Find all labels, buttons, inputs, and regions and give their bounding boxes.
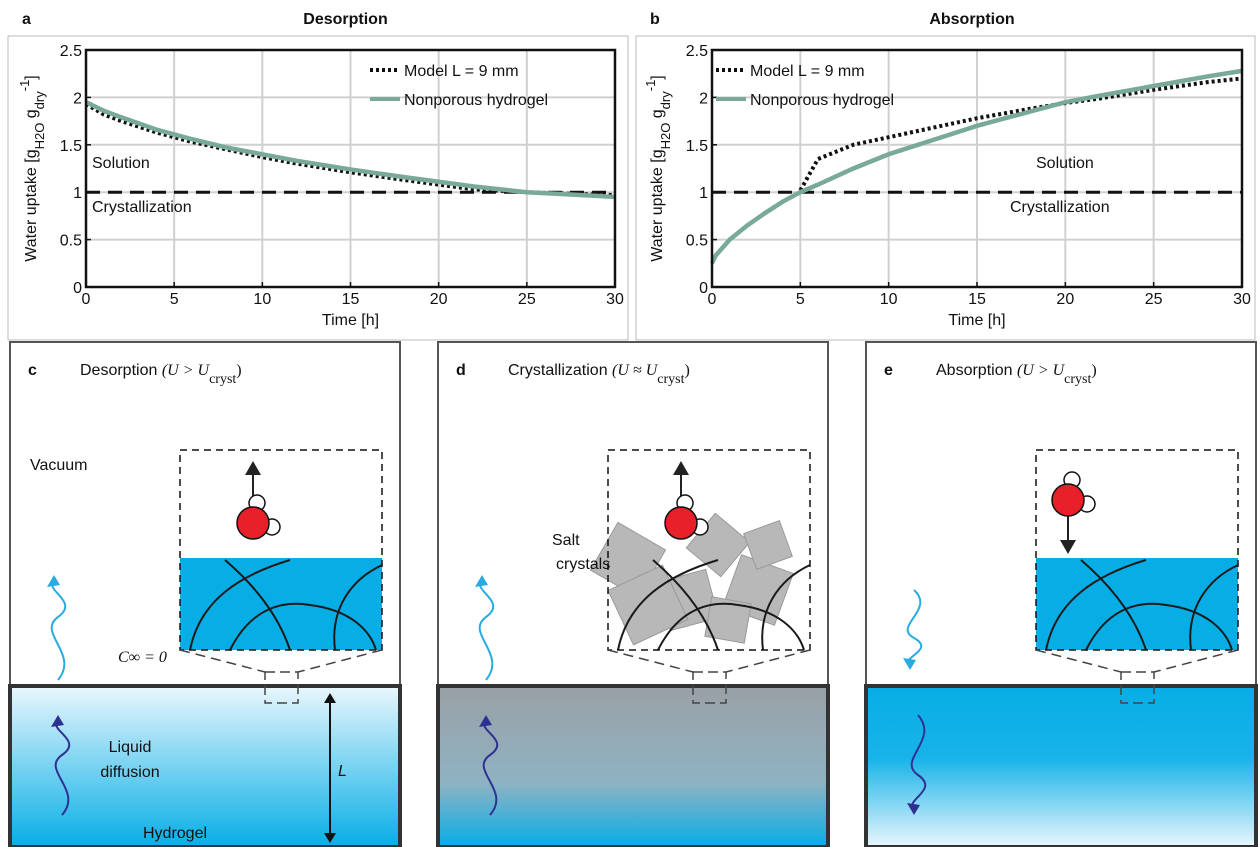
condition: (U ≈ U (612, 362, 659, 379)
label: C∞ = 0 (118, 649, 167, 666)
y-axis-label: Water uptake [gH2O gdry-1] (643, 75, 673, 262)
x-tick-label: 25 (518, 291, 536, 308)
y-label-sub: H2O (658, 123, 673, 150)
y-axis-label: Water uptake [gH2O gdry-1] (17, 75, 47, 262)
water (1036, 558, 1238, 650)
water (180, 558, 382, 650)
label: L (338, 763, 347, 780)
y-label-text: Water uptake [g (23, 149, 40, 261)
figure: aDesorption00.511.522.5051015202530Time … (0, 0, 1260, 847)
condition: (U > U (1017, 362, 1066, 379)
annotation: Solution (92, 155, 150, 172)
y-tick-label: 0.5 (60, 233, 82, 250)
annotation: Solution (1036, 155, 1094, 172)
y-label-sup: -1 (643, 80, 658, 92)
y-label-text: g (649, 109, 666, 122)
x-axis-label: Time [h] (948, 312, 1005, 329)
panel-label: a (22, 11, 31, 28)
hydrogel (438, 686, 828, 847)
panel-label: d (456, 362, 466, 379)
y-tick-label: 1.5 (686, 138, 708, 155)
legend-label: Model L = 9 mm (750, 63, 865, 80)
x-tick-label: 20 (430, 291, 448, 308)
x-axis-label: Time [h] (322, 312, 379, 329)
y-label-text: ] (23, 75, 40, 79)
title-text: Crystallization (508, 362, 612, 379)
panel-label: b (650, 11, 660, 28)
y-label-text: g (23, 109, 40, 122)
condition: ) (1091, 362, 1096, 379)
y-label-sub: dry (32, 91, 47, 110)
label: crystals (556, 556, 610, 573)
x-tick-label: 15 (342, 291, 360, 308)
label: Liquid (109, 739, 152, 756)
oxygen (665, 507, 697, 539)
label: Salt (552, 532, 580, 549)
panel-label: c (28, 362, 37, 379)
y-tick-label: 2 (699, 90, 708, 107)
x-tick-label: 5 (796, 291, 805, 308)
x-tick-label: 10 (253, 291, 271, 308)
y-label-sub: H2O (32, 123, 47, 150)
x-tick-label: 20 (1056, 291, 1074, 308)
label: Hydrogel (143, 825, 207, 842)
x-tick-label: 30 (606, 291, 624, 308)
x-tick-label: 10 (880, 291, 898, 308)
title-text: Absorption (936, 362, 1017, 379)
y-label-text: Water uptake [g (649, 149, 666, 261)
chart-title: Desorption (303, 11, 387, 28)
x-tick-label: 0 (82, 291, 91, 308)
label: Vacuum (30, 457, 88, 474)
x-tick-label: 15 (968, 291, 986, 308)
y-label-text: ] (649, 75, 666, 79)
annotation: Crystallization (92, 199, 192, 216)
y-tick-label: 2 (73, 90, 82, 107)
panel-label: e (884, 362, 893, 379)
x-tick-label: 30 (1233, 291, 1251, 308)
legend-label: Nonporous hydrogel (404, 92, 548, 109)
y-tick-label: 0.5 (686, 233, 708, 250)
oxygen (237, 507, 269, 539)
condition-sub: cryst (1064, 372, 1091, 387)
condition-sub: cryst (657, 372, 684, 387)
chart-title: Absorption (929, 11, 1014, 28)
x-tick-label: 0 (708, 291, 717, 308)
y-label-sub: dry (658, 91, 673, 110)
x-tick-label: 5 (170, 291, 179, 308)
y-tick-label: 1 (699, 185, 708, 202)
y-label-sup: -1 (17, 80, 32, 92)
condition: (U > U (162, 362, 211, 379)
title-text: Desorption (80, 362, 162, 379)
annotation: Crystallization (1010, 199, 1110, 216)
y-tick-label: 2.5 (686, 43, 708, 60)
hydrogel (866, 686, 1256, 847)
y-tick-label: 1.5 (60, 138, 82, 155)
label: diffusion (100, 764, 159, 781)
y-tick-label: 1 (73, 185, 82, 202)
y-tick-label: 2.5 (60, 43, 82, 60)
legend-label: Nonporous hydrogel (750, 92, 894, 109)
condition-sub: cryst (209, 372, 236, 387)
condition: ) (236, 362, 241, 379)
oxygen (1052, 484, 1084, 516)
legend-label: Model L = 9 mm (404, 63, 519, 80)
condition: ) (684, 362, 689, 379)
x-tick-label: 25 (1145, 291, 1163, 308)
